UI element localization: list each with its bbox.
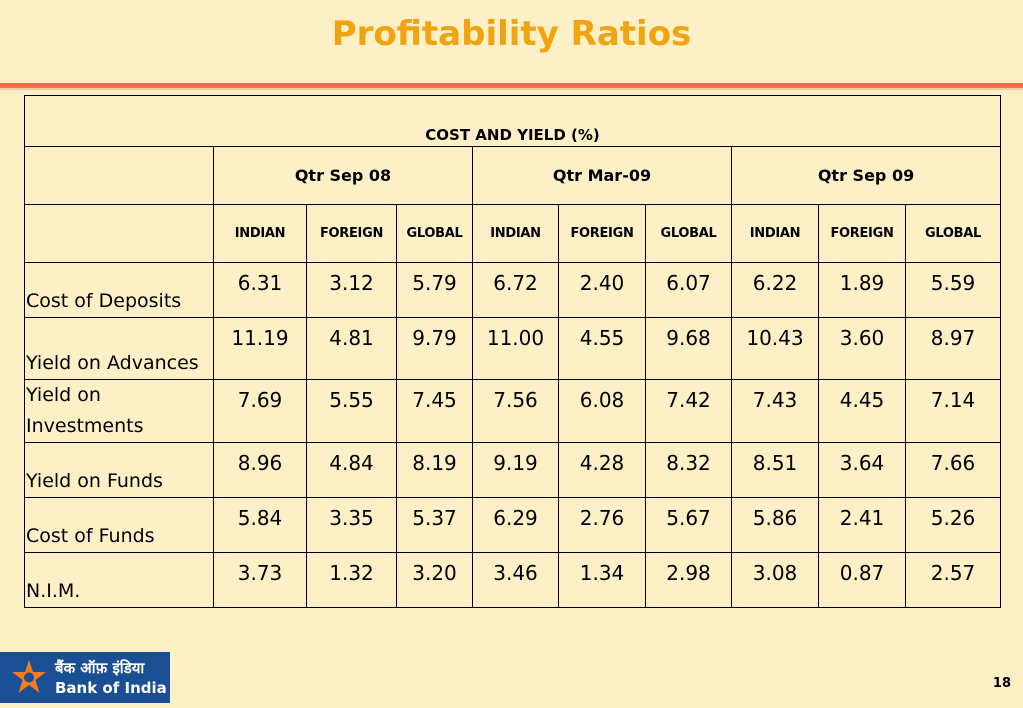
table-cell: 7.43 [731, 379, 819, 443]
table-cell: 5.37 [396, 497, 473, 553]
table-cell: 7.69 [213, 379, 307, 443]
table-row: Yield on Funds 8.96 4.84 8.19 9.19 4.28 … [24, 442, 1002, 498]
table-cell: 7.42 [645, 379, 732, 443]
sub-header-global: GLOBAL [645, 204, 732, 263]
slide-title: Profitability Ratios [331, 14, 692, 54]
table-cell: 5.55 [306, 379, 397, 443]
table-row: Cost of Funds 5.84 3.35 5.37 6.29 2.76 5… [24, 497, 1002, 553]
table-cell: 6.08 [558, 379, 646, 443]
table-cell: 5.26 [904, 497, 1002, 553]
sub-header-foreign: FOREIGN [306, 204, 397, 263]
table-cell: 3.60 [818, 317, 906, 380]
table-cell: 9.19 [472, 442, 559, 498]
row-label: N.I.M. [24, 552, 214, 608]
table-cell: 3.73 [213, 552, 307, 608]
table-cell: 1.34 [558, 552, 646, 608]
sub-header-global: GLOBAL [396, 204, 473, 263]
table-cell: 2.41 [818, 497, 906, 553]
table-cell: 2.57 [904, 552, 1002, 608]
table-cell: 8.32 [645, 442, 732, 498]
table-cell: 2.76 [558, 497, 646, 553]
sub-header-global: GLOBAL [904, 204, 1002, 263]
table-cell: 9.68 [645, 317, 732, 380]
row-label: Cost of Funds [24, 497, 214, 553]
title-divider [0, 83, 1023, 88]
table-cell: 2.40 [558, 262, 646, 318]
table-cell: 8.96 [213, 442, 307, 498]
table-cell: 4.84 [306, 442, 397, 498]
row-label: Cost of Deposits [24, 262, 214, 318]
row-label: Yield on Funds [24, 442, 214, 498]
table-cell: 5.67 [645, 497, 732, 553]
table-cell: 11.00 [472, 317, 559, 380]
table-cell: 5.84 [213, 497, 307, 553]
period-header-sep09: Qtr Sep 09 [730, 146, 1002, 205]
sub-header-foreign: FOREIGN [558, 204, 646, 263]
logo-english-text: Bank of India [55, 679, 167, 697]
table-cell: 6.22 [731, 262, 819, 318]
table-cell: 6.29 [472, 497, 559, 553]
table-cell: 5.79 [396, 262, 473, 318]
table-cell: 4.55 [558, 317, 646, 380]
table-cell: 3.12 [306, 262, 397, 318]
row-label: Yield on Investments [24, 379, 214, 443]
table-row: Yield on Investments 7.69 5.55 7.45 7.56… [24, 379, 1002, 443]
bank-of-india-logo: बैंक ऑफ़ इंडिया Bank of India [0, 652, 170, 703]
table-row: N.I.M. 3.73 1.32 3.20 3.46 1.34 2.98 3.0… [24, 552, 1002, 608]
table-cell: 0.87 [818, 552, 906, 608]
logo-hindi-text: बैंक ऑफ़ इंडिया [55, 659, 145, 677]
row-label: Yield on Advances [24, 317, 214, 380]
table-cell: 4.28 [558, 442, 646, 498]
sub-header-indian: INDIAN [731, 204, 819, 263]
table-cell: 6.07 [645, 262, 732, 318]
table-cell: 10.43 [731, 317, 819, 380]
table-cell: 8.19 [396, 442, 473, 498]
table-cell: 1.89 [818, 262, 906, 318]
table-cell: 8.97 [904, 317, 1002, 380]
sub-header-indian: INDIAN [213, 204, 307, 263]
table-cell: 3.08 [731, 552, 819, 608]
title-divider-shadow [0, 88, 1023, 90]
table-cell: 5.86 [731, 497, 819, 553]
period-header-mar09: Qtr Mar-09 [472, 146, 732, 205]
table-caption: COST AND YIELD (%) [23, 95, 1002, 147]
page-number: 18 [992, 676, 1011, 691]
sub-header-indian: INDIAN [472, 204, 559, 263]
sub-header-foreign: FOREIGN [818, 204, 906, 263]
table-cell: 9.79 [396, 317, 473, 380]
table-cell: 5.59 [904, 262, 1002, 318]
table-cell: 3.46 [472, 552, 559, 608]
table-cell: 6.31 [213, 262, 307, 318]
table-cell: 3.64 [818, 442, 906, 498]
table-cell: 11.19 [213, 317, 307, 380]
table-row: Cost of Deposits 6.31 3.12 5.79 6.72 2.4… [24, 262, 1002, 318]
table-cell: 7.45 [396, 379, 473, 443]
table-cell: 2.98 [645, 552, 732, 608]
table-cell: 4.81 [306, 317, 397, 380]
cost-yield-table: COST AND YIELD (%) Qtr Sep 08 Qtr Mar-09… [23, 95, 1002, 608]
star-icon [12, 660, 46, 693]
table-cell: 7.14 [904, 379, 1002, 443]
empty-header-cell [24, 204, 214, 263]
table-cell: 3.20 [396, 552, 473, 608]
table-cell: 6.72 [472, 262, 559, 318]
table-row: Yield on Advances 11.19 4.81 9.79 11.00 … [24, 317, 1002, 380]
table-cell: 8.51 [731, 442, 819, 498]
table-cell: 7.56 [472, 379, 559, 443]
empty-header-cell [24, 146, 214, 205]
table-cell: 1.32 [306, 552, 397, 608]
table-cell: 4.45 [818, 379, 906, 443]
table-cell: 3.35 [306, 497, 397, 553]
table-cell: 7.66 [904, 442, 1002, 498]
period-header-sep08: Qtr Sep 08 [213, 146, 473, 205]
